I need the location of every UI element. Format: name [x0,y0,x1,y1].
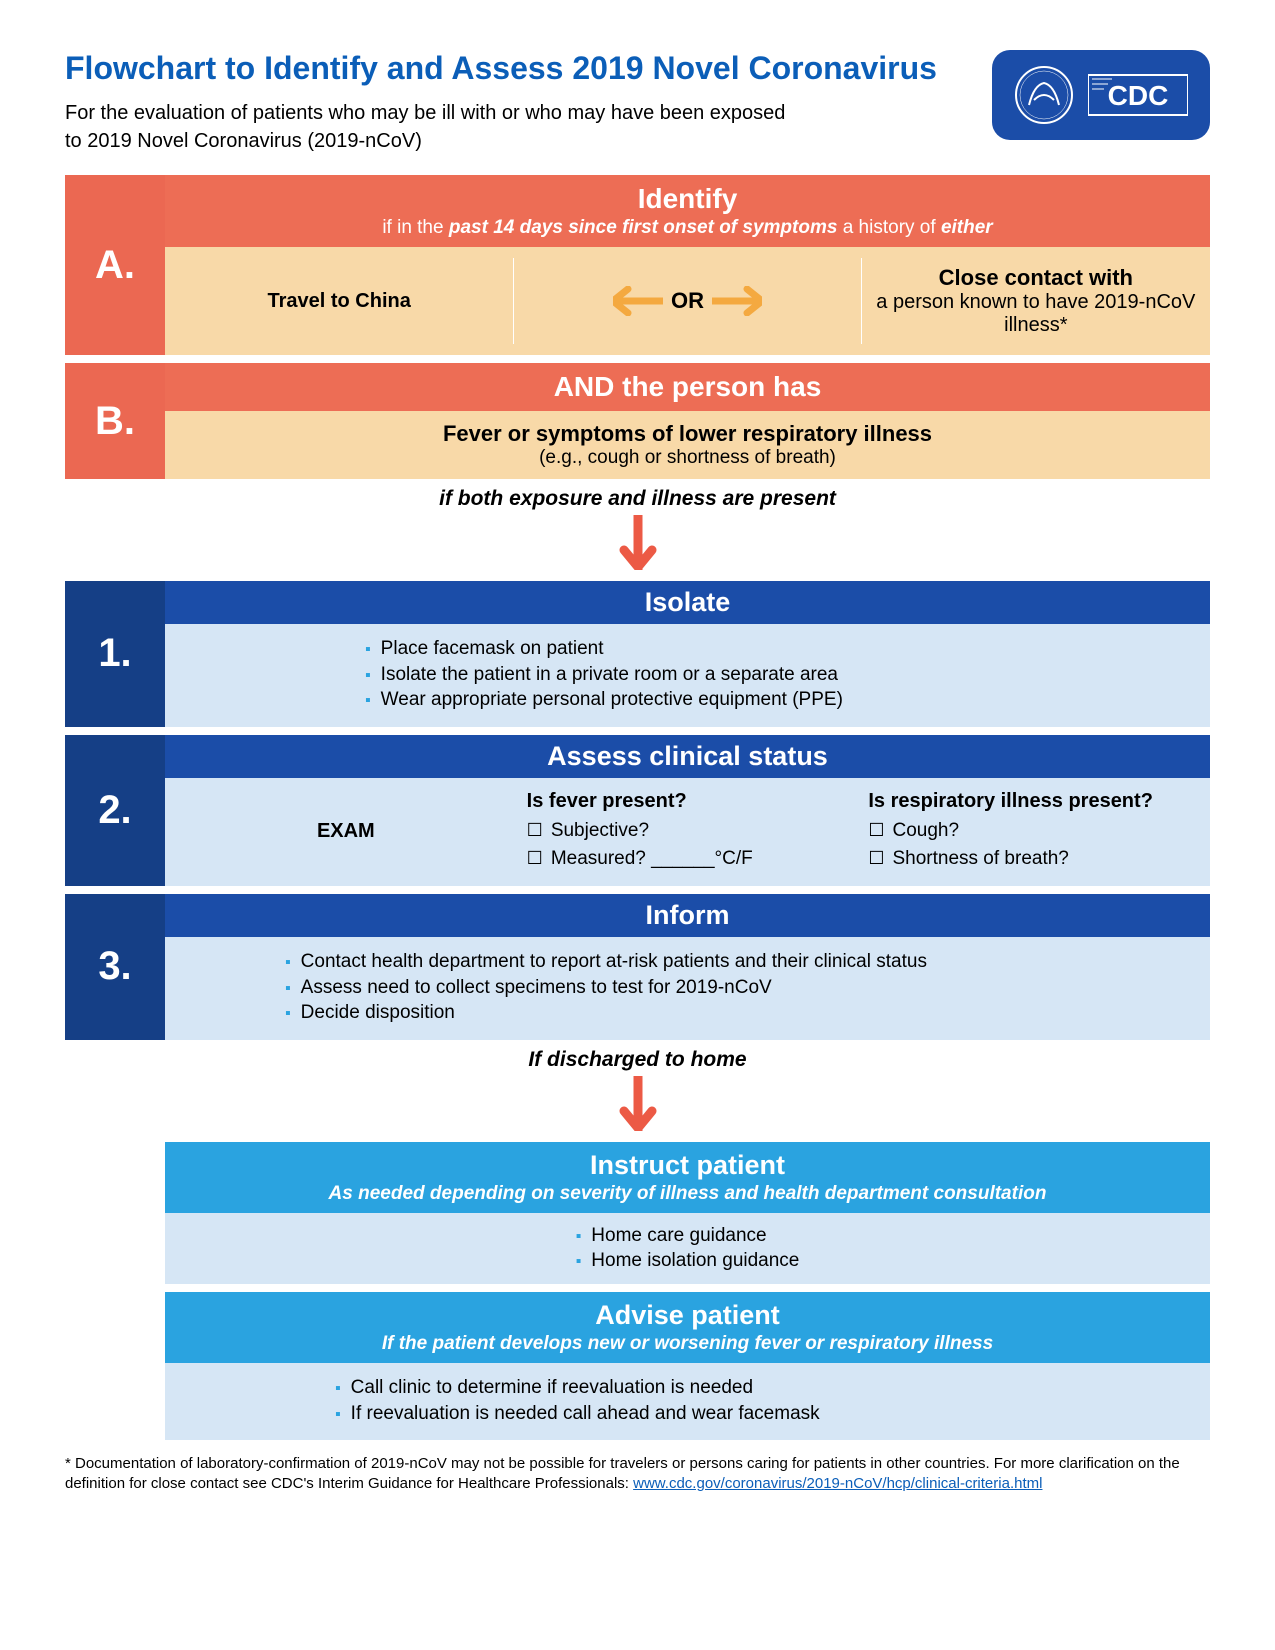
advise-header: Advise patient If the patient develops n… [165,1292,1210,1363]
inform-body: Contact health department to report at-r… [165,937,1210,1040]
advise-body: Call clinic to determine if reevaluation… [165,1363,1210,1440]
hhs-logo-icon [1014,65,1074,125]
identify-options: Travel to China OR Close contact with a … [165,247,1210,355]
option-contact: Close contact with a person known to hav… [862,247,1210,355]
checkbox-measured[interactable]: Measured? ______°C/F [527,845,849,874]
cdc-logo-icon: CDC [1088,65,1188,125]
identify-subtitle: if in the past 14 days since first onset… [175,217,1200,239]
instruct-title: Instruct patient [173,1150,1202,1181]
section-3-label: 3. [65,894,165,1040]
checkbox-subjective[interactable]: Subjective? [527,817,849,846]
section-1: 1. Isolate Place facemask on patient Iso… [65,581,1210,727]
connector-1-text: if both exposure and illness are present [65,487,1210,511]
footnote-link[interactable]: www.cdc.gov/coronavirus/2019-nCoV/hcp/cl… [633,1475,1042,1492]
svg-text:CDC: CDC [1108,80,1169,111]
section-instruct: Instruct patient As needed depending on … [165,1142,1210,1284]
section-a-label: A. [65,175,165,355]
section-1-label: 1. [65,581,165,727]
inform-item: Decide disposition [285,1000,1190,1026]
assess-title: Assess clinical status [165,735,1210,778]
section-3: 3. Inform Contact health department to r… [65,894,1210,1040]
advise-item: If reevaluation is needed call ahead and… [335,1401,1190,1427]
isolate-body: Place facemask on patient Isolate the pa… [165,624,1210,727]
inform-title: Inform [165,894,1210,937]
symptoms-line2: (e.g., cough or shortness of breath) [175,447,1200,469]
page-subtitle: For the evaluation of patients who may b… [65,99,805,155]
footnote: * Documentation of laboratory-confirmati… [65,1454,1210,1493]
down-arrow-icon [618,515,658,570]
advise-subtitle: If the patient develops new or worsening… [173,1333,1202,1355]
connector-2: If discharged to home [65,1048,1210,1136]
instruct-header: Instruct patient As needed depending on … [165,1142,1210,1213]
arrow-right-icon [712,286,762,316]
instruct-body: Home care guidance Home isolation guidan… [165,1213,1210,1284]
instruct-subtitle: As needed depending on severity of illne… [173,1183,1202,1205]
section-a-header: Identify if in the past 14 days since fi… [165,175,1210,247]
and-title: AND the person has [175,371,1200,403]
section-2: 2. Assess clinical status EXAM Is fever … [65,735,1210,886]
section-2-label: 2. [65,735,165,886]
respiratory-column: Is respiratory illness present? Cough? S… [868,790,1190,874]
option-or: OR [513,247,861,355]
fever-question: Is fever present? [527,790,849,813]
connector-1: if both exposure and illness are present [65,487,1210,575]
instruct-item: Home care guidance [576,1223,800,1249]
isolate-item: Isolate the patient in a private room or… [365,662,1190,688]
page-title: Flowchart to Identify and Assess 2019 No… [65,50,937,87]
header-text: Flowchart to Identify and Assess 2019 No… [65,50,937,155]
connector-2-text: If discharged to home [65,1048,1210,1072]
section-b-label: B. [65,363,165,479]
logo-badge: CDC [992,50,1210,140]
symptoms-line1: Fever or symptoms of lower respiratory i… [175,421,1200,447]
section-b-header: AND the person has [165,363,1210,411]
arrow-left-icon [613,286,663,316]
down-arrow-icon [618,1076,658,1131]
section-a: A. Identify if in the past 14 days since… [65,175,1210,355]
isolate-item: Wear appropriate personal protective equ… [365,687,1190,713]
advise-item: Call clinic to determine if reevaluation… [335,1375,1190,1401]
section-b-body: Fever or symptoms of lower respiratory i… [165,411,1210,479]
isolate-item: Place facemask on patient [365,636,1190,662]
inform-item: Assess need to collect specimens to test… [285,975,1190,1001]
section-advise: Advise patient If the patient develops n… [165,1292,1210,1440]
checkbox-cough[interactable]: Cough? [868,817,1190,846]
advise-title: Advise patient [173,1300,1202,1331]
inform-item: Contact health department to report at-r… [285,949,1190,975]
section-b: B. AND the person has Fever or symptoms … [65,363,1210,479]
fever-column: Is fever present? Subjective? Measured? … [527,790,849,874]
isolate-title: Isolate [165,581,1210,624]
identify-title: Identify [175,183,1200,215]
exam-label: EXAM [185,790,507,874]
option-travel: Travel to China [165,247,513,355]
respiratory-question: Is respiratory illness present? [868,790,1190,813]
page-header: Flowchart to Identify and Assess 2019 No… [65,50,1210,155]
instruct-item: Home isolation guidance [576,1248,800,1274]
assess-body: EXAM Is fever present? Subjective? Measu… [165,778,1210,886]
checkbox-shortness[interactable]: Shortness of breath? [868,845,1190,874]
